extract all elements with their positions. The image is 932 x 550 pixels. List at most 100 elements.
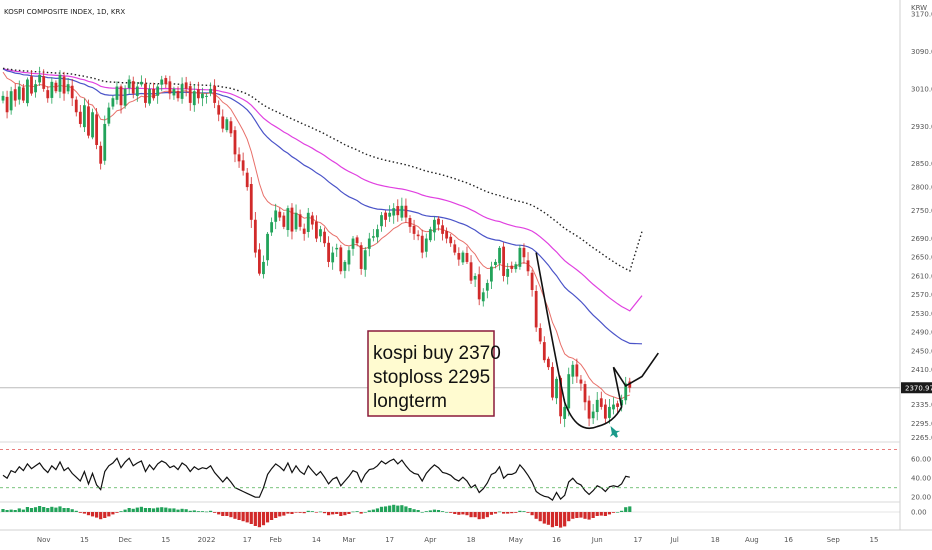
time-tick-label: 17 <box>243 536 252 544</box>
macd-bar <box>396 505 400 512</box>
candle-body <box>314 221 318 239</box>
candle <box>233 126 237 163</box>
macd-bar <box>331 512 335 515</box>
candle-body <box>327 242 330 262</box>
macd-bar <box>347 512 351 514</box>
candle <box>306 207 310 238</box>
macd-bar <box>388 505 392 512</box>
candle-body <box>74 99 78 113</box>
macd-bar <box>233 512 237 519</box>
candle <box>363 246 367 277</box>
macd-bar <box>457 512 461 515</box>
candle <box>209 82 212 97</box>
macd-bar <box>70 509 74 512</box>
rsi-tick-label: 40.00 <box>911 475 931 483</box>
candle <box>514 261 518 273</box>
candle-body <box>546 358 550 368</box>
price-tick-label: 2570.00 <box>911 291 932 299</box>
price-tick-label: 2650.00 <box>911 254 932 262</box>
candle <box>83 98 86 133</box>
macd-bar <box>404 506 408 512</box>
candle-body <box>209 88 212 94</box>
candle <box>103 115 107 165</box>
candle-body <box>376 229 379 238</box>
candle-body <box>184 82 188 89</box>
candle <box>205 93 208 104</box>
macd-pane: 0.00 <box>0 504 927 528</box>
rocket-shape <box>609 426 621 438</box>
macd-bar <box>208 510 213 512</box>
candle-body <box>457 253 461 260</box>
candle-body <box>111 98 115 107</box>
macd-bar <box>74 510 78 512</box>
candle <box>188 81 192 111</box>
candle <box>270 217 274 236</box>
macd-bar <box>168 508 172 512</box>
annotation-box[interactable]: kospi buy 2370 stoploss 2295 longterm <box>367 330 501 417</box>
candle <box>392 203 396 224</box>
macd-bar <box>188 510 192 512</box>
candle <box>579 375 583 391</box>
macd-bar <box>78 512 82 513</box>
candle-body <box>229 121 233 134</box>
macd-bar <box>595 512 599 516</box>
candle <box>624 376 628 405</box>
macd-bar <box>95 512 99 518</box>
candle-body <box>490 266 493 282</box>
candle <box>506 263 510 285</box>
candle-body <box>355 237 359 244</box>
time-tick-label: 15 <box>80 536 89 544</box>
candle-body <box>616 403 619 407</box>
macd-bar <box>591 512 595 518</box>
candle-body <box>514 264 518 270</box>
candle <box>571 360 575 385</box>
candle-body <box>477 274 481 300</box>
candle <box>608 398 611 424</box>
candle <box>62 71 66 101</box>
rsi-tick-label: 20.00 <box>911 494 931 502</box>
candle <box>481 288 485 307</box>
macd-bar <box>50 506 54 512</box>
candle-body <box>384 212 387 220</box>
candle-body <box>331 252 335 263</box>
macd-bar <box>302 512 306 514</box>
candle-body <box>412 225 416 234</box>
macd-bar <box>290 512 294 514</box>
macd-bar <box>261 512 266 526</box>
candle <box>95 108 99 150</box>
candle-body <box>441 225 444 234</box>
candle-body <box>595 399 599 413</box>
macd-bar <box>375 508 380 512</box>
candle-body <box>624 383 628 401</box>
candle-body <box>196 89 200 99</box>
macd-bar <box>335 512 339 514</box>
price-tick-label: 2850.00 <box>911 160 932 168</box>
candle <box>331 246 335 270</box>
candle-body <box>445 231 449 239</box>
candle-body <box>237 154 241 162</box>
candle-body <box>270 222 274 233</box>
candle-body <box>78 111 82 124</box>
candle <box>111 95 115 110</box>
macd-bar <box>17 508 21 512</box>
macd-bar <box>453 512 457 514</box>
candle-body <box>135 86 139 96</box>
candle <box>555 376 558 405</box>
macd-bar <box>615 512 620 513</box>
candle-body <box>1 95 5 101</box>
macd-bar <box>554 512 559 526</box>
annotation-line-1: kospi buy 2370 <box>373 343 501 364</box>
candle <box>343 260 347 279</box>
candle-body <box>571 364 575 377</box>
candle <box>359 242 363 275</box>
time-tick-label: Nov <box>37 536 51 544</box>
candle <box>34 79 37 98</box>
candle <box>160 75 164 92</box>
macd-bar <box>221 512 225 516</box>
candle-body <box>579 379 583 384</box>
macd-bar <box>583 512 587 519</box>
candle <box>433 216 436 241</box>
candle-body <box>510 265 514 269</box>
candle <box>17 80 21 105</box>
